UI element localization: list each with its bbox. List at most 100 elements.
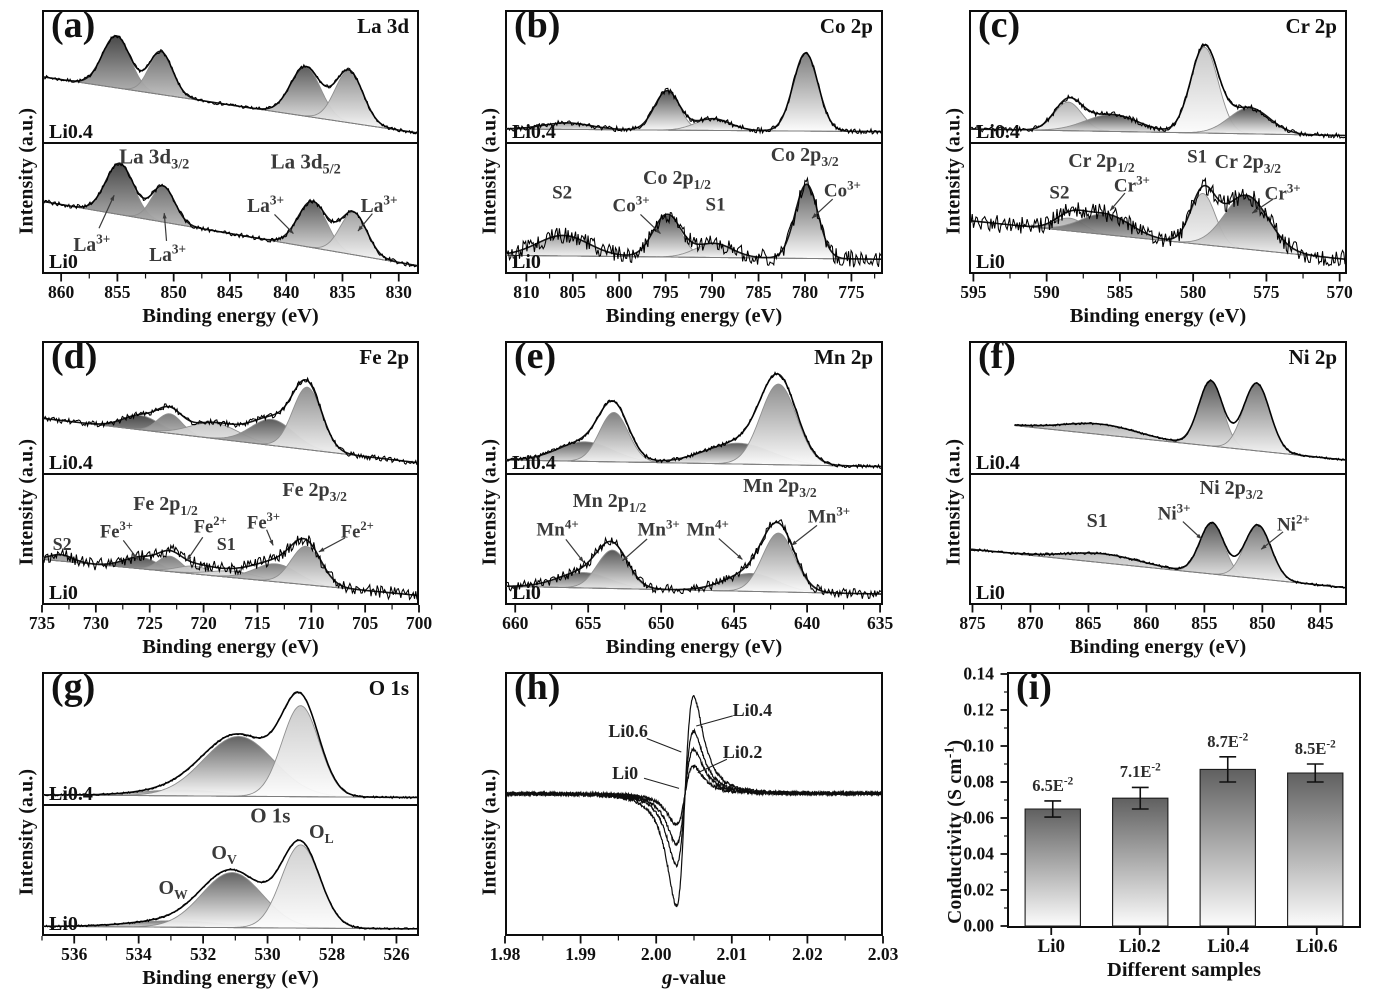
annotation: S2 [52,534,72,555]
x-axis-title: Binding energy (eV) [1069,636,1247,658]
subpanel-Li0: O 1s OL OV OW Li0 [44,803,417,935]
annotation: Ni 2p3/2 [1199,477,1264,503]
y-axis-label-column: Intensity (a.u.) [12,672,42,992]
sample-label: Li0.4 [976,452,1020,474]
y-tick-label: 0.00 [963,915,994,936]
x-tick-label: 532 [189,944,217,964]
x-tick-label: 595 [960,282,987,302]
bar-value-label: 8.5E-2 [1294,738,1336,758]
annotation: Mn3+ [637,516,680,541]
x-tick-label: 790 [698,282,726,302]
annotation: O 1s [250,803,291,828]
x-tick-label: 860 [1133,613,1160,633]
spectrum-svg [507,144,881,272]
x-tick-label: 1.98 [489,944,521,964]
y-axis-title: Intensity (a.u.) [943,107,964,234]
sample-label: Li0 [49,251,78,273]
x-tick-label: 850 [1249,613,1276,633]
annotation: Li0.4 [732,700,773,721]
x-tick-label: 795 [652,282,679,302]
x-tick-label: 575 [1253,282,1280,302]
y-axis-title: Intensity (a.u.) [479,107,500,234]
plot-area-d: (d) Fe 2p Li0.4 S2 Fe3+ Fe 2p1/2 Fe2+ S1 Fe3+ F… [42,337,419,605]
x-tick-label: 840 [273,282,300,302]
x-tick-label: 640 [793,613,821,633]
plot-area-g: (g) O 1s Li0.4 O 1s OL OV OW Li0 [42,668,419,936]
spectrum-svg [44,475,417,603]
sample-label: Li0.4 [976,121,1020,143]
panel-tag: (c) [978,4,1021,46]
x-tick-label: 590 [1033,282,1060,302]
x-axis: 735 730 725 720 715 710 705 700 [29,605,432,636]
plot-area-e: (e) Mn 2p Li0.4 Mn4+ Mn 2p1/2 Mn3+ Mn4+ Mn 2p… [505,337,883,605]
spectrum-svg [44,674,417,804]
x-tick-label: 710 [298,613,325,633]
panel-tag: (b) [514,4,561,46]
panel-f: Intensity (a.u.) (f) Ni 2p Li0.4 S1 Ni3+ Ni… [927,331,1391,662]
annotation: Cr 2p3/2 [1214,151,1282,177]
x-tick-label: 855 [1191,613,1218,633]
annotation: S1 [705,194,726,216]
x-tick-label: 536 [61,944,88,964]
x-tick-label: 570 [1326,282,1353,302]
y-axis-ticks [997,674,1009,926]
x-axis-title: Binding energy (eV) [142,967,319,989]
panel-tag: (g) [51,666,96,708]
annotation: La3+ [360,192,398,218]
category-label: Li0 [1037,936,1065,957]
subpanel-Li0.4: Li0.4 [971,12,1345,143]
sample-label: Li0 [512,582,541,604]
annotation: Mn 2p3/2 [743,475,817,500]
element-label: La 3d [357,14,409,38]
x-tick-label: 2.03 [867,944,899,964]
plot-area-h: (h) Li0.4 Li0.6 Li0.2 Li0 [505,668,883,936]
annotation: Mn3+ [807,503,851,528]
element-label: Cr 2p [1285,14,1337,38]
panel-g: Intensity (a.u.) (g) O 1s Li0.4 O 1s OL OV O… [0,662,463,992]
y-tick-label: 0.04 [963,843,994,864]
category-label: Li0.2 [1118,936,1161,957]
y-tick-label: 0.02 [963,879,994,900]
panel-d: Intensity (a.u.) (d) Fe 2p Li0.4 S2 Fe3+ Fe… [0,331,463,662]
x-tick-label: 720 [190,613,217,633]
x-tick-label: 860 [48,282,75,302]
spectrum-svg [507,343,881,473]
annotation: S1 [1187,146,1208,168]
y-tick-label: 0.10 [963,735,994,756]
panel-tag: (a) [51,4,96,46]
y-tick-label: 0.12 [963,699,994,720]
plot-area-b: (b) Co 2p Li0.4 S2 Co3+ Co 2p1/2 S1 Co 2p3/2 C… [505,6,883,274]
curve-label-lines [507,674,881,934]
annotation: Li0.6 [608,721,648,742]
annotation-arrows [44,674,417,804]
subpanel-Li0.4: Li0.4 [971,343,1345,474]
x-axis: 660 655 650 645 640 635 [502,605,893,636]
spectrum-svg [507,475,881,603]
subpanel-Li0: S2 Cr 2p1/2 Cr3+ S1 Cr 2p3/2 Cr3+ Li0 [971,142,1345,273]
annotation: Mn4+ [686,516,729,541]
element-label: Ni 2p [1288,345,1337,369]
x-tick-label: 715 [244,613,271,633]
panel-a: Intensity (a.u.) (a) La 3d Li0.4 La 3d3/2… [0,0,463,331]
x-axis-ticks [505,274,883,283]
annotation: S2 [552,182,573,204]
panel-h: Intensity (a.u.) (h) Li0.4 Li0.6 Li0.2 Li0 … [463,662,927,992]
sample-label: Li0.4 [49,783,93,805]
annotation-arrows [507,475,881,563]
x-tick-label: 850 [160,282,187,302]
x-tick-label: 845 [1307,613,1334,633]
x-tick-label: 2.01 [716,944,748,964]
x-axis-title: Binding energy (eV) [142,636,319,658]
subpanel-Li0: S2 Fe3+ Fe 2p1/2 Fe2+ S1 Fe3+ Fe 2p3/2 Fe2+ Li0 [44,473,417,604]
x-axis-title: Different samples [1107,959,1261,981]
annotation: La 3d3/2 [119,144,190,173]
annotation: Co 2p3/2 [770,144,839,169]
x-tick-label: 780 [791,282,819,302]
x-axis: 810 805 800 795 790 785 780 775 [505,274,883,305]
category-label: Li0.6 [1295,936,1338,957]
sample-label: Li0 [49,913,78,935]
panel-c: Intensity (a.u.) (c) Cr 2p Li0.4 S2 Cr 2p1… [927,0,1391,331]
x-tick-label: 635 [866,613,894,633]
subpanel-Li0: S2 Co3+ Co 2p1/2 S1 Co 2p3/2 Co3+ Li0 [507,142,881,273]
bar-value-label: 6.5E-2 [1032,775,1074,795]
